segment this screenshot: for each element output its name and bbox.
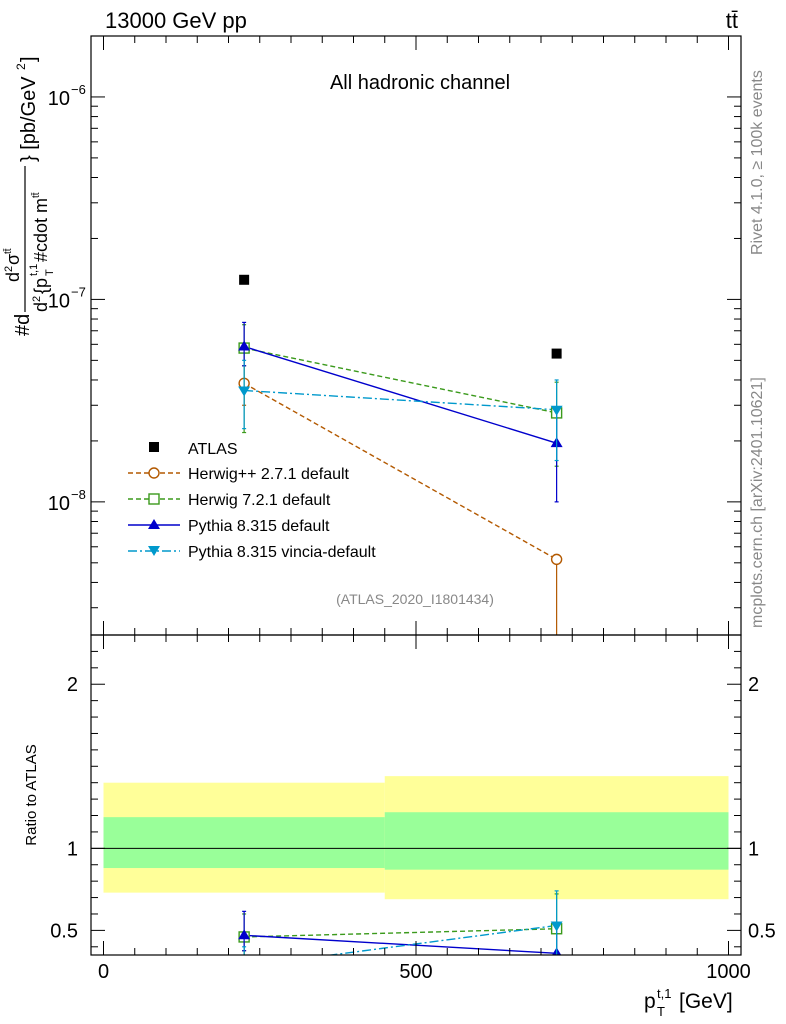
legend-label-herwig7: Herwig 7.2.1 default [188,492,331,509]
ratio-series-line-3 [326,924,557,955]
main-ytick-label-1: 10 [48,290,70,312]
svg-text:t,1: t,1 [28,264,40,276]
ratio-ytick-label-right-2: 2 [748,674,759,696]
main-point-0-1 [550,553,563,566]
legend-label-vincia: Pythia 8.315 vincia-default [188,544,376,561]
x-tick-label-2: 1000 [706,961,751,983]
main-series-line-2 [243,345,557,444]
main-ytick-exp-2: −6 [71,82,86,97]
svg-text:#cdot m: #cdot m [31,198,51,262]
ratio-y-axis-label: Ratio to ATLAS [23,744,40,845]
main-point-3-0 [238,386,251,397]
ratio-point-0-1 [552,992,562,1002]
svg-text:p: p [644,990,656,1013]
legend-entry-pythia: Pythia 8.315 default [128,518,330,535]
svg-text:d: d [3,272,23,282]
ratio-errbar-3-0 [242,946,247,955]
main-errbar-3-1 [554,379,559,462]
ratio-series-line-2 [244,934,557,955]
channel-label: All hadronic channel [330,72,510,94]
main-axis-ticks: 10−810−710−6 [48,35,741,635]
legend-label-atlas: ATLAS [188,441,238,458]
svg-text:tt̄: tt̄ [30,192,42,198]
ratio-axis-ticks: 0.5 0.5 1 1 2 2 0 500 1000 [50,635,776,983]
data-point-atlas-0 [239,274,250,285]
ratio-point-0-0 [239,957,249,967]
main-panel [238,274,563,635]
main-ytick-label-2: 10 [48,88,70,110]
energy-label: 13000 GeV pp [105,8,247,33]
svg-text:T: T [657,1004,665,1019]
legend-entry-vincia: Pythia 8.315 vincia-default [128,544,376,561]
main-ytick-exp-0: −8 [71,487,86,502]
svg-text:2: 2 [14,63,28,70]
main-y-axis-label: #d d 2 σ tt̄ d 2 {p T t,1 #cdot m tt̄ } … [2,56,56,336]
svg-text:T: T [44,269,56,276]
legend: ATLAS Herwig++ 2.7.1 default Herwig 7.2.… [128,441,376,561]
svg-text:]: ] [18,56,40,62]
main-ytick-label-0: 10 [48,493,70,515]
svg-text:tt̄: tt̄ [2,248,14,254]
analysis-id: (ATLAS_2020_I1801434) [336,591,494,607]
ratio-panel [91,776,741,1010]
x-axis-label: p T t,1 [GeV] [644,986,733,1019]
legend-label-herwigpp: Herwig++ 2.7.1 default [188,466,350,483]
ratio-ytick-label-left-0: 0.5 [50,920,78,942]
svg-text:#d: #d [12,314,34,336]
svg-text:} [pb/GeV: } [pb/GeV [18,76,40,162]
main-series-line-3 [244,389,557,411]
svg-text:{p: {p [31,278,51,294]
ratio-ytick-label-right-0: 0.5 [748,920,776,942]
ratio-point-3-1 [550,921,563,932]
legend-entry-herwigpp: Herwig++ 2.7.1 default [128,466,350,483]
svg-text:d: d [31,302,51,312]
svg-text:[GeV]: [GeV] [679,990,733,1013]
ratio-band-stat-1 [384,812,729,870]
main-point-2-0 [238,340,251,351]
svg-text:t,1: t,1 [657,986,671,1001]
ratio-point-2-0 [238,929,251,940]
data-point-atlas-1 [551,348,562,359]
main-series-line-0 [243,382,557,560]
legend-label-pythia: Pythia 8.315 default [188,518,330,535]
ratio-ytick-label-left-1: 1 [67,838,78,860]
ratio-errbar-0-1 [555,997,559,1010]
x-tick-label-0: 0 [98,961,109,983]
legend-entry-atlas: ATLAS [149,441,238,458]
main-ytick-exp-1: −7 [71,284,86,299]
x-tick-label-1: 500 [399,961,432,983]
process-label: tt̄ [726,8,738,33]
main-errbar-0-1 [554,558,559,635]
main-series-line-1 [243,347,557,414]
ratio-series-line-1 [244,928,557,938]
svg-text:σ: σ [3,254,23,265]
ratio-ytick-label-right-1: 1 [748,838,759,860]
svg-text:2: 2 [3,266,15,272]
main-point-3-1 [550,405,563,416]
svg-text:2: 2 [31,296,43,302]
mcplots-label: mcplots.cern.ch [arXiv:2401.10621] [749,377,766,628]
rivet-label: Rivet 4.1.0, ≥ 100k events [749,70,766,255]
ratio-ytick-label-left-2: 2 [67,674,78,696]
ratio-point-3-0 [238,962,250,972]
ratio-band-stat-0 [103,817,385,869]
legend-entry-herwig7: Herwig 7.2.1 default [128,492,331,509]
